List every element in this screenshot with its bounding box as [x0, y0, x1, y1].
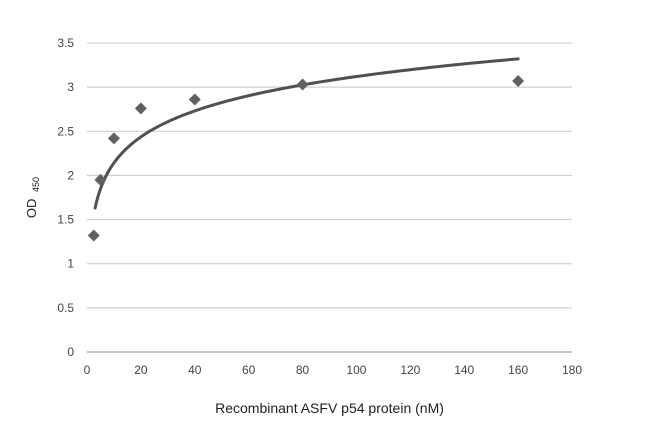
x-tick-label: 160 [508, 363, 528, 377]
data-point [134, 102, 147, 115]
trendline [93, 57, 520, 210]
x-tick-label: 100 [346, 363, 366, 377]
y-tick-label: 2 [67, 168, 74, 182]
data-point [512, 74, 525, 87]
y-axis-title-main: OD [24, 199, 39, 219]
data-point [188, 93, 201, 106]
x-tick-label: 0 [84, 363, 91, 377]
x-axis-tick-labels: 0 20 40 60 80 100 120 140 160 180 [84, 363, 583, 377]
y-tick-label: 1 [67, 257, 74, 271]
y-tick-label: 3.5 [57, 36, 74, 50]
data-point [87, 229, 100, 242]
x-axis-title: Recombinant ASFV p54 protein (nM) [215, 400, 444, 416]
x-tick-label: 20 [134, 363, 148, 377]
x-tick-label: 140 [454, 363, 474, 377]
y-tick-label: 0 [67, 345, 74, 359]
y-axis-title: OD 450 [24, 177, 41, 218]
x-tick-label: 40 [188, 363, 202, 377]
x-tick-label: 60 [242, 363, 256, 377]
y-axis-tick-labels: 0 0.5 1 1.5 2 2.5 3 3.5 [57, 36, 74, 359]
x-tick-label: 180 [562, 363, 582, 377]
y-tick-label: 0.5 [57, 301, 74, 315]
data-points [87, 74, 525, 242]
gridlines [87, 42, 572, 309]
y-tick-label: 2.5 [57, 124, 74, 138]
y-tick-label: 3 [67, 80, 74, 94]
y-axis-title-subscript: 450 [31, 177, 41, 192]
data-point [296, 78, 309, 91]
data-point [107, 132, 120, 145]
x-tick-label: 120 [400, 363, 420, 377]
x-tick-label: 80 [296, 363, 310, 377]
data-point [94, 173, 107, 186]
y-tick-label: 1.5 [57, 213, 74, 227]
